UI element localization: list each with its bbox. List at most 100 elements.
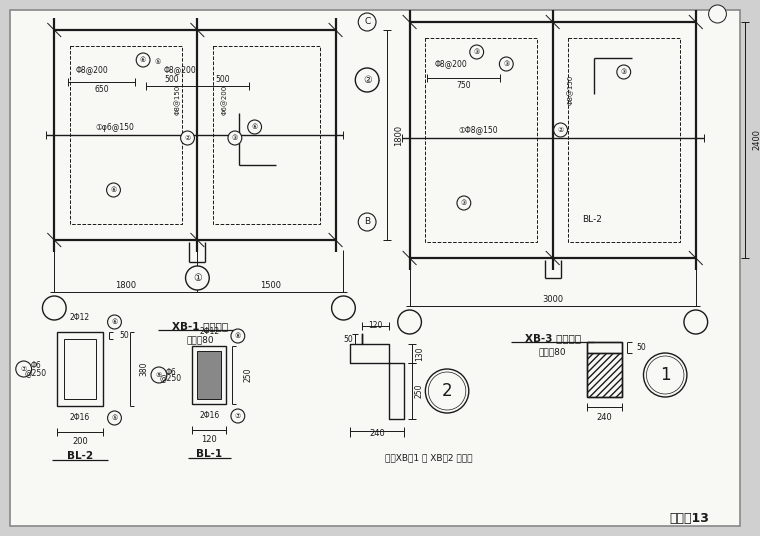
Text: 结施－13: 结施－13 (669, 511, 709, 525)
Circle shape (231, 329, 245, 343)
Text: ②: ② (363, 75, 372, 85)
Text: ⑥: ⑥ (252, 124, 258, 130)
Text: 3000: 3000 (542, 294, 563, 303)
Text: 板厚：80: 板厚：80 (539, 347, 566, 356)
Circle shape (136, 53, 150, 67)
Circle shape (248, 120, 261, 134)
Circle shape (708, 5, 727, 23)
Bar (568, 38, 680, 242)
Bar (213, 46, 320, 224)
Circle shape (16, 361, 32, 377)
Text: XB-3 板配筋图: XB-3 板配筋图 (524, 333, 581, 343)
Text: Φ6: Φ6 (30, 361, 41, 370)
Circle shape (499, 57, 513, 71)
Text: ⑧: ⑧ (235, 333, 241, 339)
Text: ⑦: ⑦ (21, 366, 27, 372)
Text: 250: 250 (415, 384, 424, 398)
Text: 1800: 1800 (116, 280, 136, 289)
Text: ①Φ8@150: ①Φ8@150 (459, 125, 499, 134)
Text: ③: ③ (232, 135, 238, 141)
Circle shape (554, 123, 568, 137)
Text: B: B (364, 218, 370, 227)
Text: 120: 120 (201, 435, 217, 444)
Text: ⑥: ⑥ (140, 57, 146, 63)
Circle shape (644, 353, 687, 397)
Text: 130: 130 (415, 346, 424, 361)
Text: @250: @250 (24, 368, 46, 377)
Circle shape (151, 367, 166, 383)
Circle shape (181, 131, 195, 145)
Text: Φ6@200: Φ6@200 (222, 85, 228, 115)
Text: 2: 2 (442, 382, 452, 400)
Text: 2Φ12: 2Φ12 (70, 314, 90, 323)
Text: 240: 240 (597, 413, 613, 421)
Text: 750: 750 (457, 81, 471, 91)
Text: 2Φ16: 2Φ16 (70, 413, 90, 422)
Circle shape (355, 68, 379, 92)
Circle shape (358, 13, 376, 31)
Text: Φ6: Φ6 (166, 368, 176, 377)
Bar (57, 332, 103, 406)
Text: 2Φ16: 2Φ16 (199, 412, 220, 421)
Text: BL-1: BL-1 (196, 449, 222, 459)
Text: BL-2: BL-2 (67, 451, 93, 461)
Text: ②: ② (557, 127, 564, 133)
Text: 250: 250 (243, 368, 252, 382)
Bar (587, 342, 622, 353)
Bar (426, 38, 537, 242)
Text: XB-1 板配筋图: XB-1 板配筋图 (172, 321, 228, 331)
Text: 1: 1 (660, 366, 670, 384)
Circle shape (106, 183, 120, 197)
Circle shape (358, 213, 376, 231)
Circle shape (470, 45, 483, 59)
Text: 50: 50 (119, 331, 129, 340)
Circle shape (617, 65, 631, 79)
Circle shape (397, 310, 422, 334)
Circle shape (331, 296, 355, 320)
Circle shape (228, 131, 242, 145)
Bar (198, 351, 221, 399)
Text: ⑥: ⑥ (110, 187, 116, 193)
Text: 200: 200 (72, 437, 88, 446)
Text: ②: ② (185, 135, 191, 141)
Text: ①φ6@150: ①φ6@150 (96, 123, 135, 131)
Bar (587, 342, 622, 397)
Text: ⑨: ⑨ (156, 372, 162, 378)
Bar (192, 346, 226, 404)
Text: 500: 500 (164, 75, 179, 84)
Circle shape (426, 369, 469, 413)
Text: Φ8@200: Φ8@200 (75, 65, 108, 75)
Text: ⑥: ⑥ (112, 319, 118, 325)
Text: 650: 650 (94, 86, 109, 94)
Text: ③: ③ (473, 49, 480, 55)
Text: ③: ③ (621, 69, 627, 75)
Circle shape (457, 196, 470, 210)
Text: 380: 380 (140, 362, 149, 376)
Text: 2Φ12: 2Φ12 (199, 327, 220, 337)
Text: C: C (364, 18, 370, 26)
Bar (587, 353, 622, 397)
Circle shape (43, 296, 66, 320)
Text: ⑤: ⑤ (112, 415, 118, 421)
Text: ③: ③ (503, 61, 509, 67)
Text: Φ8@200: Φ8@200 (435, 59, 467, 69)
Text: Φ8@150: Φ8@150 (567, 75, 574, 105)
Text: 板厚：80: 板厚：80 (186, 336, 214, 345)
Text: 50: 50 (344, 334, 353, 344)
Text: ⑦: ⑦ (235, 413, 241, 419)
Circle shape (108, 315, 122, 329)
Text: 注：XB－1 与 XB－2 板对称: 注：XB－1 与 XB－2 板对称 (385, 453, 473, 463)
Bar (64, 339, 96, 399)
Circle shape (108, 411, 122, 425)
Text: ①: ① (193, 273, 201, 283)
Text: 240: 240 (369, 428, 385, 437)
Text: 2400: 2400 (752, 130, 760, 151)
Text: @250: @250 (160, 374, 182, 382)
Text: 1500: 1500 (260, 280, 281, 289)
Text: BL-2: BL-2 (582, 215, 602, 225)
Text: 50: 50 (637, 343, 647, 352)
Circle shape (231, 409, 245, 423)
Text: 120: 120 (369, 322, 383, 331)
Text: ⑤: ⑤ (155, 59, 161, 65)
Circle shape (185, 266, 209, 290)
